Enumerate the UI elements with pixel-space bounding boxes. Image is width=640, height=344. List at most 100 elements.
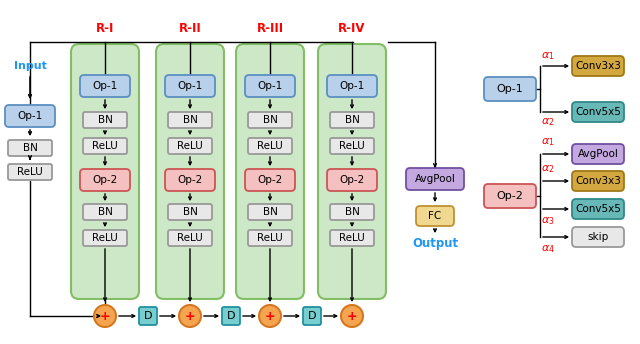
Text: BN: BN [182, 207, 197, 217]
Text: D: D [144, 311, 152, 321]
Text: Op-1: Op-1 [339, 81, 365, 91]
FancyBboxPatch shape [484, 77, 536, 101]
Text: $\alpha_1$: $\alpha_1$ [541, 50, 555, 62]
FancyBboxPatch shape [572, 102, 624, 122]
FancyBboxPatch shape [168, 204, 212, 220]
Text: $\alpha_2$: $\alpha_2$ [541, 163, 554, 175]
Text: $\alpha_1$: $\alpha_1$ [541, 136, 555, 148]
Text: $\alpha_3$: $\alpha_3$ [541, 215, 555, 227]
Text: $\alpha_2$: $\alpha_2$ [541, 116, 554, 128]
Text: Conv3x3: Conv3x3 [575, 61, 621, 71]
FancyBboxPatch shape [165, 169, 215, 191]
Text: Op-2: Op-2 [497, 191, 524, 201]
FancyBboxPatch shape [416, 206, 454, 226]
Text: Output: Output [412, 237, 458, 250]
Ellipse shape [179, 305, 201, 327]
Text: skip: skip [588, 232, 609, 242]
FancyBboxPatch shape [330, 138, 374, 154]
Text: Conv5x5: Conv5x5 [575, 204, 621, 214]
FancyBboxPatch shape [168, 112, 212, 128]
Text: +: + [347, 310, 357, 323]
Text: $\alpha_4$: $\alpha_4$ [541, 243, 555, 255]
Text: ReLU: ReLU [177, 233, 203, 243]
Text: Op-2: Op-2 [177, 175, 203, 185]
Text: Input: Input [13, 61, 47, 71]
FancyBboxPatch shape [80, 75, 130, 97]
Text: Conv3x3: Conv3x3 [575, 176, 621, 186]
Text: D: D [227, 311, 236, 321]
Text: BN: BN [344, 115, 360, 125]
FancyBboxPatch shape [168, 230, 212, 246]
Text: +: + [265, 310, 275, 323]
FancyBboxPatch shape [168, 138, 212, 154]
Text: ReLU: ReLU [257, 233, 283, 243]
FancyBboxPatch shape [83, 112, 127, 128]
FancyBboxPatch shape [572, 144, 624, 164]
Text: ReLU: ReLU [92, 233, 118, 243]
Text: BN: BN [22, 143, 37, 153]
FancyBboxPatch shape [8, 164, 52, 180]
FancyBboxPatch shape [572, 199, 624, 219]
Text: Op-1: Op-1 [257, 81, 283, 91]
FancyBboxPatch shape [245, 169, 295, 191]
FancyBboxPatch shape [248, 112, 292, 128]
FancyBboxPatch shape [8, 140, 52, 156]
Ellipse shape [259, 305, 281, 327]
Text: D: D [308, 311, 316, 321]
FancyBboxPatch shape [572, 227, 624, 247]
FancyBboxPatch shape [83, 230, 127, 246]
Text: Op-1: Op-1 [177, 81, 203, 91]
FancyBboxPatch shape [330, 112, 374, 128]
FancyBboxPatch shape [248, 138, 292, 154]
FancyBboxPatch shape [165, 75, 215, 97]
FancyBboxPatch shape [330, 204, 374, 220]
Text: ReLU: ReLU [257, 141, 283, 151]
FancyBboxPatch shape [222, 307, 240, 325]
Text: BN: BN [262, 207, 277, 217]
Text: AvgPool: AvgPool [415, 174, 456, 184]
FancyBboxPatch shape [572, 56, 624, 76]
Ellipse shape [341, 305, 363, 327]
Ellipse shape [94, 305, 116, 327]
Text: ReLU: ReLU [339, 233, 365, 243]
Text: Op-2: Op-2 [92, 175, 118, 185]
Text: Op-1: Op-1 [92, 81, 118, 91]
FancyBboxPatch shape [156, 44, 224, 299]
Text: R-II: R-II [179, 22, 202, 35]
FancyBboxPatch shape [327, 75, 377, 97]
FancyBboxPatch shape [248, 204, 292, 220]
FancyBboxPatch shape [139, 307, 157, 325]
Text: +: + [100, 310, 110, 323]
FancyBboxPatch shape [236, 44, 304, 299]
Text: BN: BN [182, 115, 197, 125]
FancyBboxPatch shape [484, 184, 536, 208]
Text: Conv5x5: Conv5x5 [575, 107, 621, 117]
Text: FC: FC [428, 211, 442, 221]
FancyBboxPatch shape [303, 307, 321, 325]
Text: Op-2: Op-2 [257, 175, 283, 185]
Text: BN: BN [262, 115, 277, 125]
Text: ReLU: ReLU [92, 141, 118, 151]
Text: +: + [185, 310, 195, 323]
Text: AvgPool: AvgPool [577, 149, 618, 159]
Text: BN: BN [97, 115, 113, 125]
FancyBboxPatch shape [245, 75, 295, 97]
FancyBboxPatch shape [248, 230, 292, 246]
Text: ReLU: ReLU [339, 141, 365, 151]
Text: BN: BN [97, 207, 113, 217]
FancyBboxPatch shape [406, 168, 464, 190]
Text: ReLU: ReLU [177, 141, 203, 151]
FancyBboxPatch shape [330, 230, 374, 246]
FancyBboxPatch shape [327, 169, 377, 191]
Text: Op-1: Op-1 [17, 111, 43, 121]
FancyBboxPatch shape [71, 44, 139, 299]
FancyBboxPatch shape [80, 169, 130, 191]
Text: BN: BN [344, 207, 360, 217]
FancyBboxPatch shape [318, 44, 386, 299]
Text: ReLU: ReLU [17, 167, 43, 177]
FancyBboxPatch shape [83, 204, 127, 220]
Text: R-III: R-III [257, 22, 284, 35]
FancyBboxPatch shape [83, 138, 127, 154]
Text: Op-2: Op-2 [339, 175, 365, 185]
FancyBboxPatch shape [5, 105, 55, 127]
